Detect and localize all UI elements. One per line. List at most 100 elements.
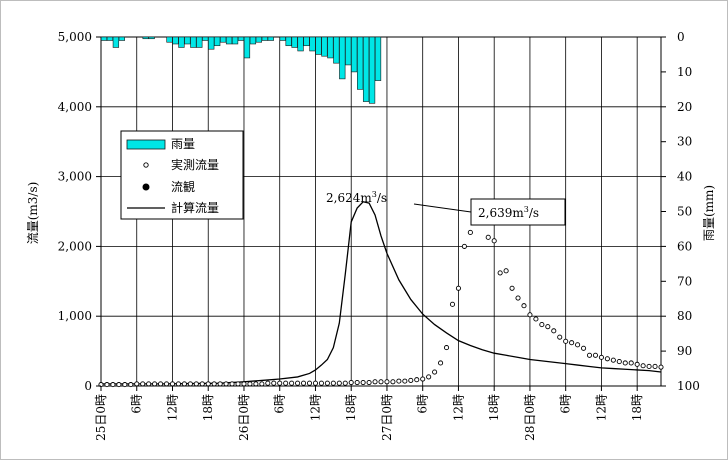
- left-tick-label: 2,000: [58, 239, 92, 253]
- observed-point: [449, 301, 456, 307]
- observed-point: [271, 380, 277, 386]
- rain-bar: [315, 36, 322, 55]
- observed-point: [467, 229, 473, 235]
- observed-point: [301, 380, 307, 386]
- rain-bar: [297, 36, 304, 52]
- rain-bar: [148, 36, 155, 40]
- rain-bar: [255, 36, 263, 43]
- observed-point: [586, 352, 593, 358]
- observed-point: [634, 361, 640, 367]
- rain-bar: [166, 36, 173, 43]
- rain-bar: [202, 36, 209, 41]
- peak-calculated-sup: 3: [524, 205, 529, 214]
- rain-bar: [142, 36, 149, 40]
- peak-observed-sup: 3: [372, 190, 377, 199]
- rain-bar: [362, 36, 370, 102]
- svg-text:2,624m3/s: 2,624m3/s: [326, 190, 387, 205]
- rain-bar: [327, 36, 334, 59]
- x-tick-label: 12時: [451, 394, 465, 421]
- right-tick-label: 20: [677, 100, 692, 114]
- observed-point: [336, 380, 342, 386]
- observed-point: [616, 359, 622, 365]
- calculated-flow-path: [101, 201, 662, 385]
- x-tick-label: 6時: [416, 394, 430, 414]
- observed-point: [581, 345, 587, 351]
- observed-point: [366, 379, 372, 386]
- x-tick-label: 12時: [165, 394, 179, 421]
- rain-bar: [118, 36, 125, 41]
- observed-point: [110, 382, 116, 388]
- observed-point: [223, 381, 229, 387]
- observed-point: [235, 381, 241, 387]
- left-tick-label: 3,000: [58, 170, 92, 184]
- right-tick-label: 80: [677, 309, 692, 323]
- legend: 雨量 実測流量 流観 計算流量: [120, 130, 244, 220]
- x-tick-label: 18時: [344, 394, 358, 421]
- observed-point: [539, 322, 545, 328]
- observed-point: [342, 380, 348, 386]
- legend-rain-swatch: [126, 139, 166, 150]
- x-tick-label: 26日0時: [237, 394, 251, 441]
- observed-point: [187, 381, 193, 387]
- observed-point: [158, 381, 164, 387]
- peak-calculated-annotation: 2,639m3/s: [413, 198, 566, 226]
- observed-point: [396, 378, 402, 384]
- observed-point: [610, 357, 616, 363]
- rain-bar: [219, 36, 227, 43]
- x-tick-label: 6時: [130, 394, 144, 414]
- peak-observed-value: 2,624m: [326, 191, 372, 205]
- observed-point: [104, 382, 110, 388]
- rain-bar: [237, 36, 245, 41]
- observed-point: [312, 380, 319, 386]
- observed-point: [247, 381, 253, 387]
- rain-bar: [374, 36, 382, 81]
- peak-observed-annotation: 2,624m3/s: [326, 190, 387, 205]
- observed-point: [604, 356, 610, 362]
- observed-point: [432, 369, 438, 375]
- right-tick-label: 0: [677, 30, 685, 44]
- observed-point: [122, 382, 128, 388]
- x-tick-label: 25日0時: [94, 394, 108, 441]
- x-tick-label: 6時: [273, 394, 287, 414]
- x-tick-label: 18時: [487, 394, 501, 421]
- right-tick-label: 10: [677, 65, 692, 79]
- observed-point: [283, 380, 289, 386]
- left-tick-label: 5,000: [58, 30, 92, 44]
- rain-bar: [261, 36, 268, 41]
- right-tick-label: 60: [677, 239, 692, 253]
- observed-point: [563, 338, 569, 344]
- observed-point: [527, 312, 533, 318]
- observed-point: [199, 381, 205, 387]
- rain-bar: [184, 36, 191, 45]
- rain-bar: [249, 36, 257, 45]
- rain-bar: [231, 36, 239, 45]
- observed-point: [443, 345, 450, 351]
- observed-point: [408, 377, 414, 383]
- rain-bar: [333, 36, 340, 64]
- observed-point: [128, 382, 134, 388]
- x-tick-label: 28日0時: [523, 394, 537, 441]
- rain-bar: [303, 36, 310, 47]
- observed-point: [175, 381, 181, 387]
- right-tick-label: 100: [677, 379, 700, 393]
- left-axis-label: 流量(m3/s): [26, 182, 40, 245]
- peak-observed-unit: /s: [377, 191, 387, 205]
- x-tick-label: 12時: [308, 394, 322, 421]
- x-tick-label: 27日0時: [380, 394, 394, 441]
- observed-point: [360, 379, 366, 386]
- observed-flow-points: [98, 200, 664, 388]
- legend-observed-label: 実測流量: [171, 157, 219, 172]
- observed-point: [318, 380, 324, 386]
- right-tick-label: 30: [677, 135, 692, 149]
- x-tick-label: 18時: [201, 394, 215, 421]
- rain-bar: [267, 36, 274, 41]
- rain-bar: [225, 36, 233, 45]
- observed-point: [354, 379, 360, 386]
- rain-bar: [339, 36, 346, 80]
- observed-point: [289, 380, 295, 386]
- rain-bar: [309, 36, 316, 52]
- observed-point: [140, 381, 146, 387]
- left-tick-label: 0: [84, 379, 92, 393]
